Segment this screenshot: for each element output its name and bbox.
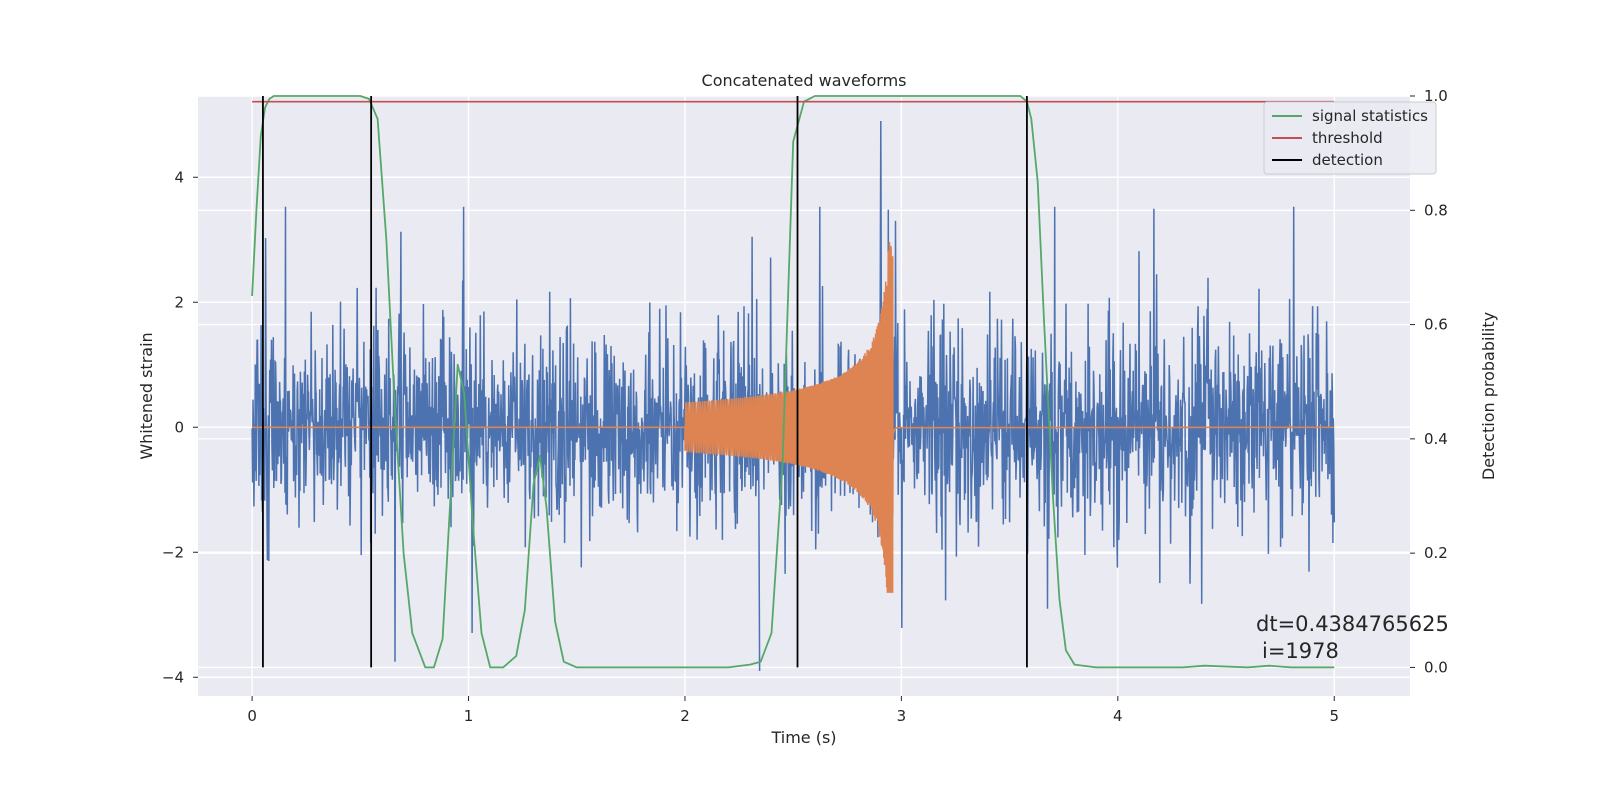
y2-axis-label: Detection probability <box>1479 312 1498 480</box>
y-tick-label: 2 <box>174 293 184 311</box>
legend-label-threshold: threshold <box>1312 129 1383 147</box>
legend-label-detection: detection <box>1312 151 1383 169</box>
y-tick-label: 4 <box>174 168 184 186</box>
legend-label-signal-statistics: signal statistics <box>1312 107 1428 125</box>
x-tick-label: 1 <box>464 707 474 725</box>
y-tick-label: 0 <box>174 418 184 436</box>
x-tick-label: 0 <box>247 707 257 725</box>
signal-statistics-line <box>251 95 1335 669</box>
legend: signal statistics threshold detection <box>1263 101 1437 175</box>
y2-tick-label: 0.6 <box>1424 316 1448 334</box>
injected-signal-series <box>252 242 1335 593</box>
injected-signal-line <box>252 242 1335 593</box>
x-tick-label: 2 <box>680 707 690 725</box>
y2-tick-label: 0.0 <box>1424 658 1448 676</box>
y-tick-label: −2 <box>162 543 184 561</box>
y2-tick-label: 0.8 <box>1424 201 1448 219</box>
y2-tick-label: 0.4 <box>1424 430 1448 448</box>
chart-title: Concatenated waveforms <box>702 71 907 90</box>
y2-tick-label: 1.0 <box>1424 87 1448 105</box>
axes: 0 1 2 3 4 5 −4 −2 0 2 4 0.0 0.2 0.4 0.6 0.8 1.0 <box>162 87 1448 725</box>
y-tick-label: −4 <box>162 668 184 686</box>
x-tick-label: 5 <box>1329 707 1339 725</box>
signal-statistics-series <box>251 95 1335 669</box>
annotation-dt: dt=0.4384765625 <box>1256 612 1449 636</box>
x-tick-label: 3 <box>897 707 907 725</box>
x-tick-label: 4 <box>1113 707 1123 725</box>
detection-series <box>262 96 1028 668</box>
annotation-i: i=1978 <box>1262 639 1339 663</box>
x-axis-label: Time (s) <box>770 728 836 747</box>
legend-box <box>1263 101 1437 175</box>
y2-tick-label: 0.2 <box>1424 544 1448 562</box>
y-axis-label: Whitened strain <box>137 332 156 459</box>
